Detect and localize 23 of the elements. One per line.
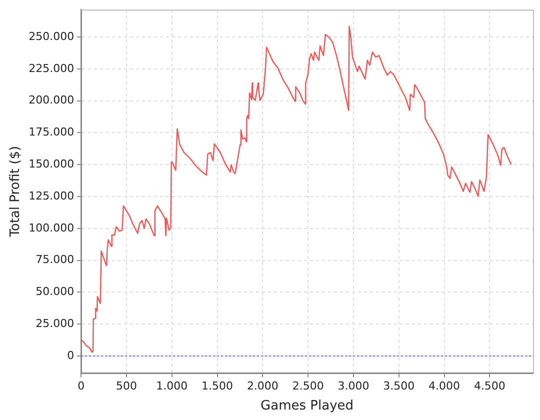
x-tick-label: 4.500 — [474, 380, 506, 393]
x-tick-label: 1.000 — [156, 380, 188, 393]
y-tick-label: 200.000 — [28, 94, 74, 107]
x-tick-label: 4.000 — [428, 380, 460, 393]
y-tick-label: 175.000 — [28, 126, 74, 139]
y-tick-label: 250.000 — [28, 30, 74, 43]
x-tick-label: 3.000 — [338, 380, 370, 393]
x-tick-label: 500 — [116, 380, 137, 393]
x-tick-label: 0 — [78, 380, 85, 393]
y-tick-label: 100.000 — [28, 221, 74, 234]
y-tick-label: 225.000 — [28, 62, 74, 75]
x-tick-label: 2.000 — [246, 380, 278, 393]
x-tick-label: 2.500 — [292, 380, 324, 393]
y-tick-label: 50.000 — [36, 285, 74, 298]
y-tick-label: 0 — [67, 348, 74, 362]
y-tick-label: 150.000 — [28, 157, 74, 170]
y-tick-label: 25.000 — [36, 316, 74, 330]
x-axis-title: Games Played — [260, 398, 354, 414]
x-tick-label: 1.500 — [202, 380, 234, 393]
x-tick-label: 3.500 — [383, 380, 415, 393]
y-axis-title: Total Profit ($) — [8, 146, 24, 238]
y-tick-label: 75.000 — [36, 253, 74, 266]
y-tick-label: 125.000 — [28, 189, 74, 202]
